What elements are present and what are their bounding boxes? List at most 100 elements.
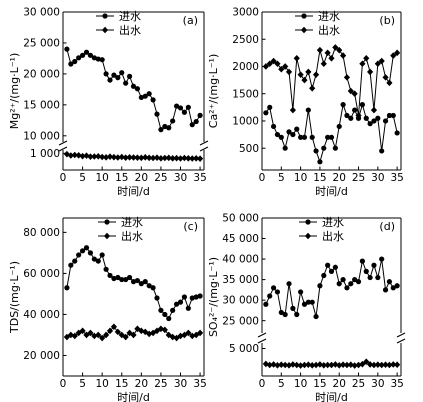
x-tick-label: 10: [294, 378, 307, 390]
data-point: [274, 361, 281, 369]
data-point: [328, 361, 335, 369]
data-point: [316, 46, 324, 54]
data-point: [266, 361, 273, 369]
data-point: [138, 94, 144, 101]
data-point: [340, 102, 346, 108]
data-point: [99, 334, 106, 342]
y-tick-label: 50 000: [222, 213, 259, 225]
x-tick-label: 30: [371, 378, 384, 390]
data-point: [359, 102, 365, 108]
data-point: [332, 361, 339, 368]
x-axis-label: 时间/d: [315, 185, 348, 198]
axis-break-left: [58, 146, 68, 152]
data-point: [336, 361, 343, 369]
data-point: [130, 279, 137, 285]
x-tick-label: 30: [174, 378, 187, 390]
data-point: [339, 52, 347, 59]
data-point: [332, 44, 339, 51]
data-point: [126, 73, 133, 79]
x-axis-label: 时间/d: [315, 391, 348, 402]
data-point: [106, 153, 114, 160]
x-tick-label: 20: [333, 172, 346, 184]
data-point: [324, 361, 331, 369]
series-line: [265, 102, 398, 164]
data-point: [134, 277, 141, 284]
data-point: [274, 60, 281, 68]
data-point: [386, 79, 393, 87]
data-point: [344, 112, 350, 119]
legend-diamond-marker: [101, 26, 109, 34]
data-point: [146, 283, 152, 289]
data-point: [142, 154, 149, 161]
legend-label: 出水: [121, 229, 143, 243]
data-point: [370, 361, 378, 369]
x-tick-label: 0: [60, 378, 67, 390]
data-point: [363, 115, 369, 121]
data-point: [99, 252, 105, 258]
data-point: [91, 153, 98, 160]
data-point: [115, 75, 121, 81]
data-point: [123, 80, 129, 86]
data-point: [282, 145, 288, 151]
data-point: [379, 148, 385, 154]
data-point: [312, 361, 320, 369]
data-point: [146, 91, 152, 97]
x-tick-label: 25: [352, 378, 365, 390]
data-point: [278, 361, 285, 369]
data-point: [64, 285, 70, 291]
data-point: [390, 361, 397, 368]
data-point: [68, 61, 74, 67]
data-point: [177, 155, 184, 162]
data-point: [173, 154, 180, 162]
panel-c: 20 000 40 000 60 000 80 000 0 5 10 15 20 25 30 35 时间…: [8, 216, 207, 402]
data-point: [367, 68, 374, 76]
data-point: [325, 134, 331, 140]
data-point: [343, 361, 351, 369]
series-inflow: [64, 46, 203, 133]
y-tick-label: 3000: [232, 7, 259, 19]
data-point: [348, 281, 354, 287]
data-point: [106, 327, 114, 335]
data-point: [316, 361, 324, 368]
x-tick-label: 5: [278, 378, 285, 390]
axis-break-right: [396, 332, 406, 338]
data-point: [328, 134, 335, 140]
y-tick-label: 500: [239, 143, 259, 155]
data-point: [298, 289, 304, 295]
data-point: [189, 295, 195, 301]
y-tick-label: 5 000: [229, 343, 259, 355]
legend-label: 进水: [121, 216, 143, 229]
data-point: [394, 283, 400, 289]
data-point: [286, 129, 292, 135]
y-tick-label: 20 000: [23, 69, 60, 81]
data-point: [352, 277, 358, 283]
data-point: [123, 276, 129, 283]
data-point: [289, 361, 296, 368]
data-point: [71, 332, 78, 340]
legend-item: 出水: [98, 229, 143, 243]
y-tick-label: 30 000: [23, 7, 60, 19]
data-point: [95, 56, 101, 62]
data-point: [130, 154, 137, 161]
data-point: [193, 155, 200, 162]
x-tick-label: 35: [193, 378, 206, 390]
data-point: [146, 154, 153, 162]
data-point: [173, 301, 180, 307]
data-point: [371, 262, 377, 268]
data-point: [290, 305, 296, 311]
data-point: [298, 134, 304, 140]
legend-circle-marker: [102, 13, 108, 19]
panel-b: 500 1000 1500 2000 2500 3000 0 5 10 15 20 25 30 35 时间/…: [207, 7, 404, 198]
data-point: [118, 331, 125, 339]
data-point: [122, 154, 129, 161]
y-tick-label: 15 000: [23, 99, 60, 111]
data-point: [173, 103, 180, 109]
data-point: [197, 112, 203, 118]
data-point: [282, 63, 289, 70]
data-point: [266, 60, 273, 68]
y-tick-label: 25 000: [23, 38, 60, 50]
data-point: [185, 104, 191, 110]
data-point: [103, 71, 109, 77]
y-tick-label: 2000: [232, 61, 259, 73]
series-outflow: [262, 44, 401, 119]
